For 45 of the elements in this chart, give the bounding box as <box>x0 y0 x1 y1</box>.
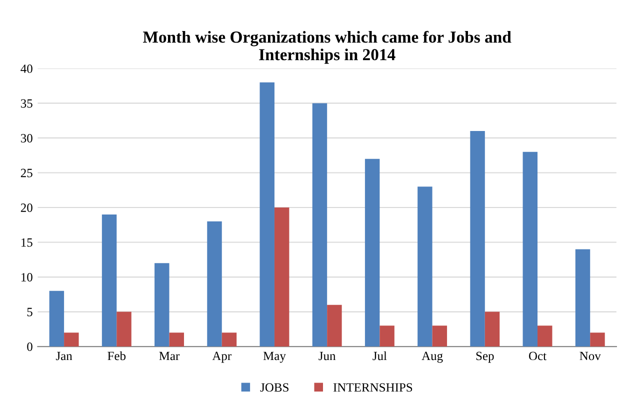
bar <box>522 152 538 347</box>
bar <box>364 158 380 347</box>
bar <box>470 131 485 347</box>
x-tick-label: Aug <box>422 352 443 363</box>
bar <box>327 304 342 347</box>
x-tick-label: Oct <box>529 352 546 360</box>
x-tick-label: Jan <box>56 352 72 360</box>
bar <box>538 326 552 347</box>
bar <box>575 249 590 347</box>
y-tick-label: 30 <box>20 134 32 142</box>
bar <box>484 312 500 347</box>
x-tick-label: Mar <box>159 352 180 360</box>
bar <box>260 82 274 347</box>
bar <box>274 208 290 347</box>
x-tick-label: Sep <box>476 352 494 363</box>
bar <box>116 312 132 347</box>
bar <box>207 221 222 347</box>
legend-label: JOBS <box>260 383 288 392</box>
bar <box>380 326 394 347</box>
bar <box>49 290 64 347</box>
y-tick-label: 35 <box>20 99 32 108</box>
y-tick-label: 0 <box>27 342 32 351</box>
y-tick-label: 10 <box>21 273 32 282</box>
legend-label: INTERNSHIPS <box>333 383 412 392</box>
y-tick-label: 40 <box>20 64 32 73</box>
bar <box>64 332 79 347</box>
bar <box>590 332 605 347</box>
x-tick-label: Feb <box>108 351 126 360</box>
bar <box>312 103 328 347</box>
bar <box>432 326 448 347</box>
bar <box>222 332 237 347</box>
bar <box>154 263 170 347</box>
x-tick-label: Jul <box>372 351 387 360</box>
x-tick-label: Apr <box>212 352 232 363</box>
x-tick-label: Nov <box>580 352 601 360</box>
y-tick-label: 20 <box>20 204 32 212</box>
x-tick-label: May <box>263 352 286 363</box>
y-tick-label: 15 <box>21 238 32 247</box>
bar <box>102 214 117 347</box>
x-tick-label: Jun <box>318 352 336 360</box>
chart-title: Month wise Organizations which came for Jobs and Internships in 2014 <box>143 30 512 64</box>
y-tick-label: 5 <box>27 308 32 316</box>
bar <box>169 332 184 347</box>
y-tick-label: 25 <box>20 168 32 178</box>
bar <box>418 186 432 347</box>
